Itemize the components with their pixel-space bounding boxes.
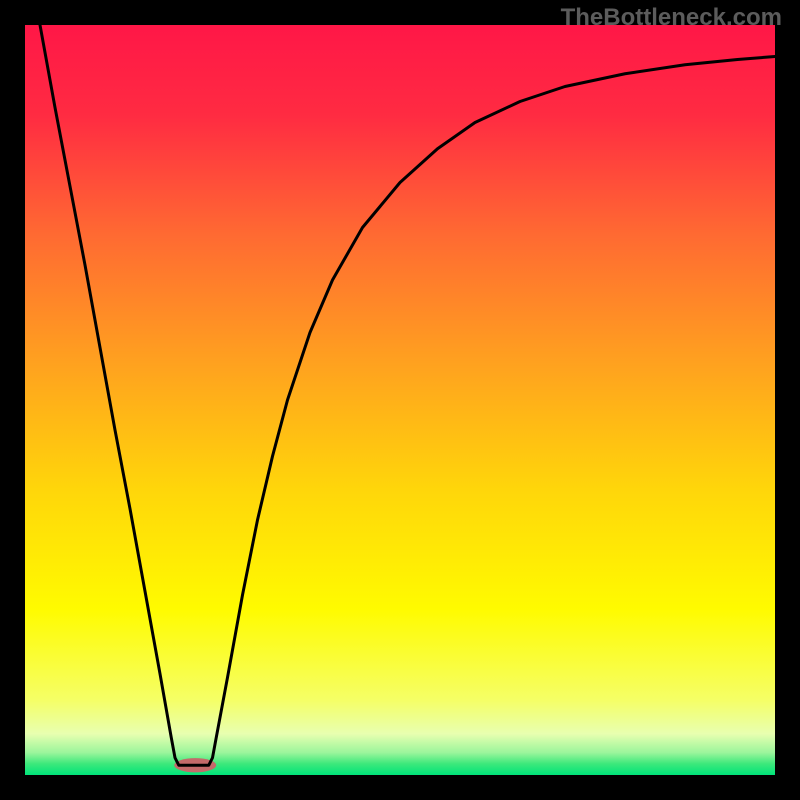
watermark-text: TheBottleneck.com: [561, 4, 782, 32]
chart-svg: [25, 25, 775, 775]
plot-area: [25, 25, 775, 775]
gradient-background: [25, 25, 775, 775]
chart-frame: TheBottleneck.com: [0, 0, 800, 800]
